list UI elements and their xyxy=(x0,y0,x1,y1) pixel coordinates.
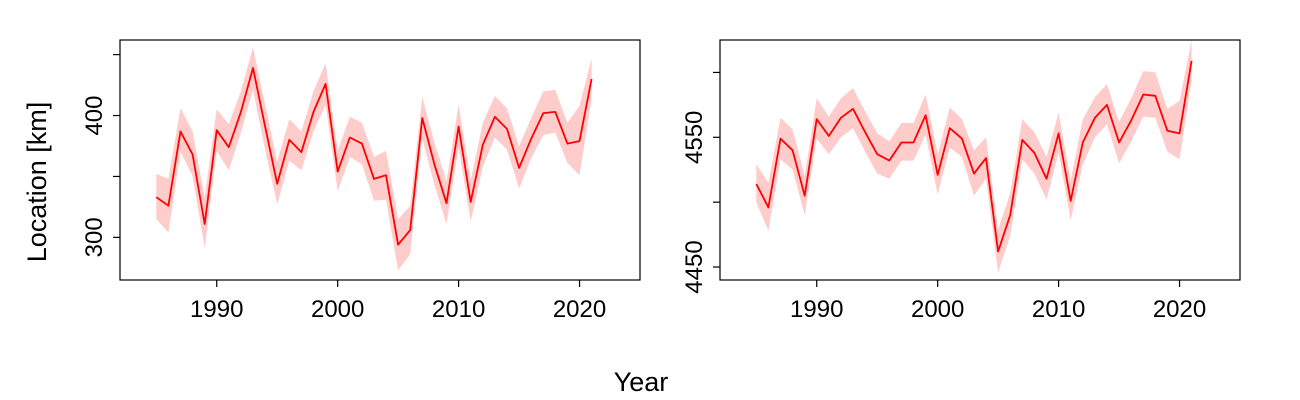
x-tick-label: 2020 xyxy=(1153,296,1206,323)
x-tick-label: 2010 xyxy=(432,296,485,323)
panel-right: 1990 2000 2010 2020 4450 4550 xyxy=(681,39,1241,323)
x-tick-label: 2000 xyxy=(311,296,364,323)
series-line xyxy=(755,60,1193,253)
axes-frame xyxy=(119,39,641,281)
x-tick-label: 2010 xyxy=(1032,296,1085,323)
y-tick-label: 300 xyxy=(81,217,108,257)
panel-left: 1990 2000 2010 2020 300 400 xyxy=(81,39,641,323)
confidence-band xyxy=(156,47,592,271)
y-tick-label: 4550 xyxy=(681,111,708,164)
y-tick-label: 400 xyxy=(81,96,108,136)
x-tick-label: 2020 xyxy=(553,296,606,323)
x-axis-title: Year xyxy=(614,367,669,397)
x-tick-label: 1990 xyxy=(790,296,843,323)
axes-frame xyxy=(719,39,1241,281)
confidence-band xyxy=(756,40,1192,273)
x-tick-label: 1990 xyxy=(190,296,243,323)
x-tick-label: 2000 xyxy=(911,296,964,323)
y-tick-label: 4450 xyxy=(681,240,708,293)
y-axis-title: Location [km] xyxy=(22,102,52,263)
series-line xyxy=(155,67,593,246)
